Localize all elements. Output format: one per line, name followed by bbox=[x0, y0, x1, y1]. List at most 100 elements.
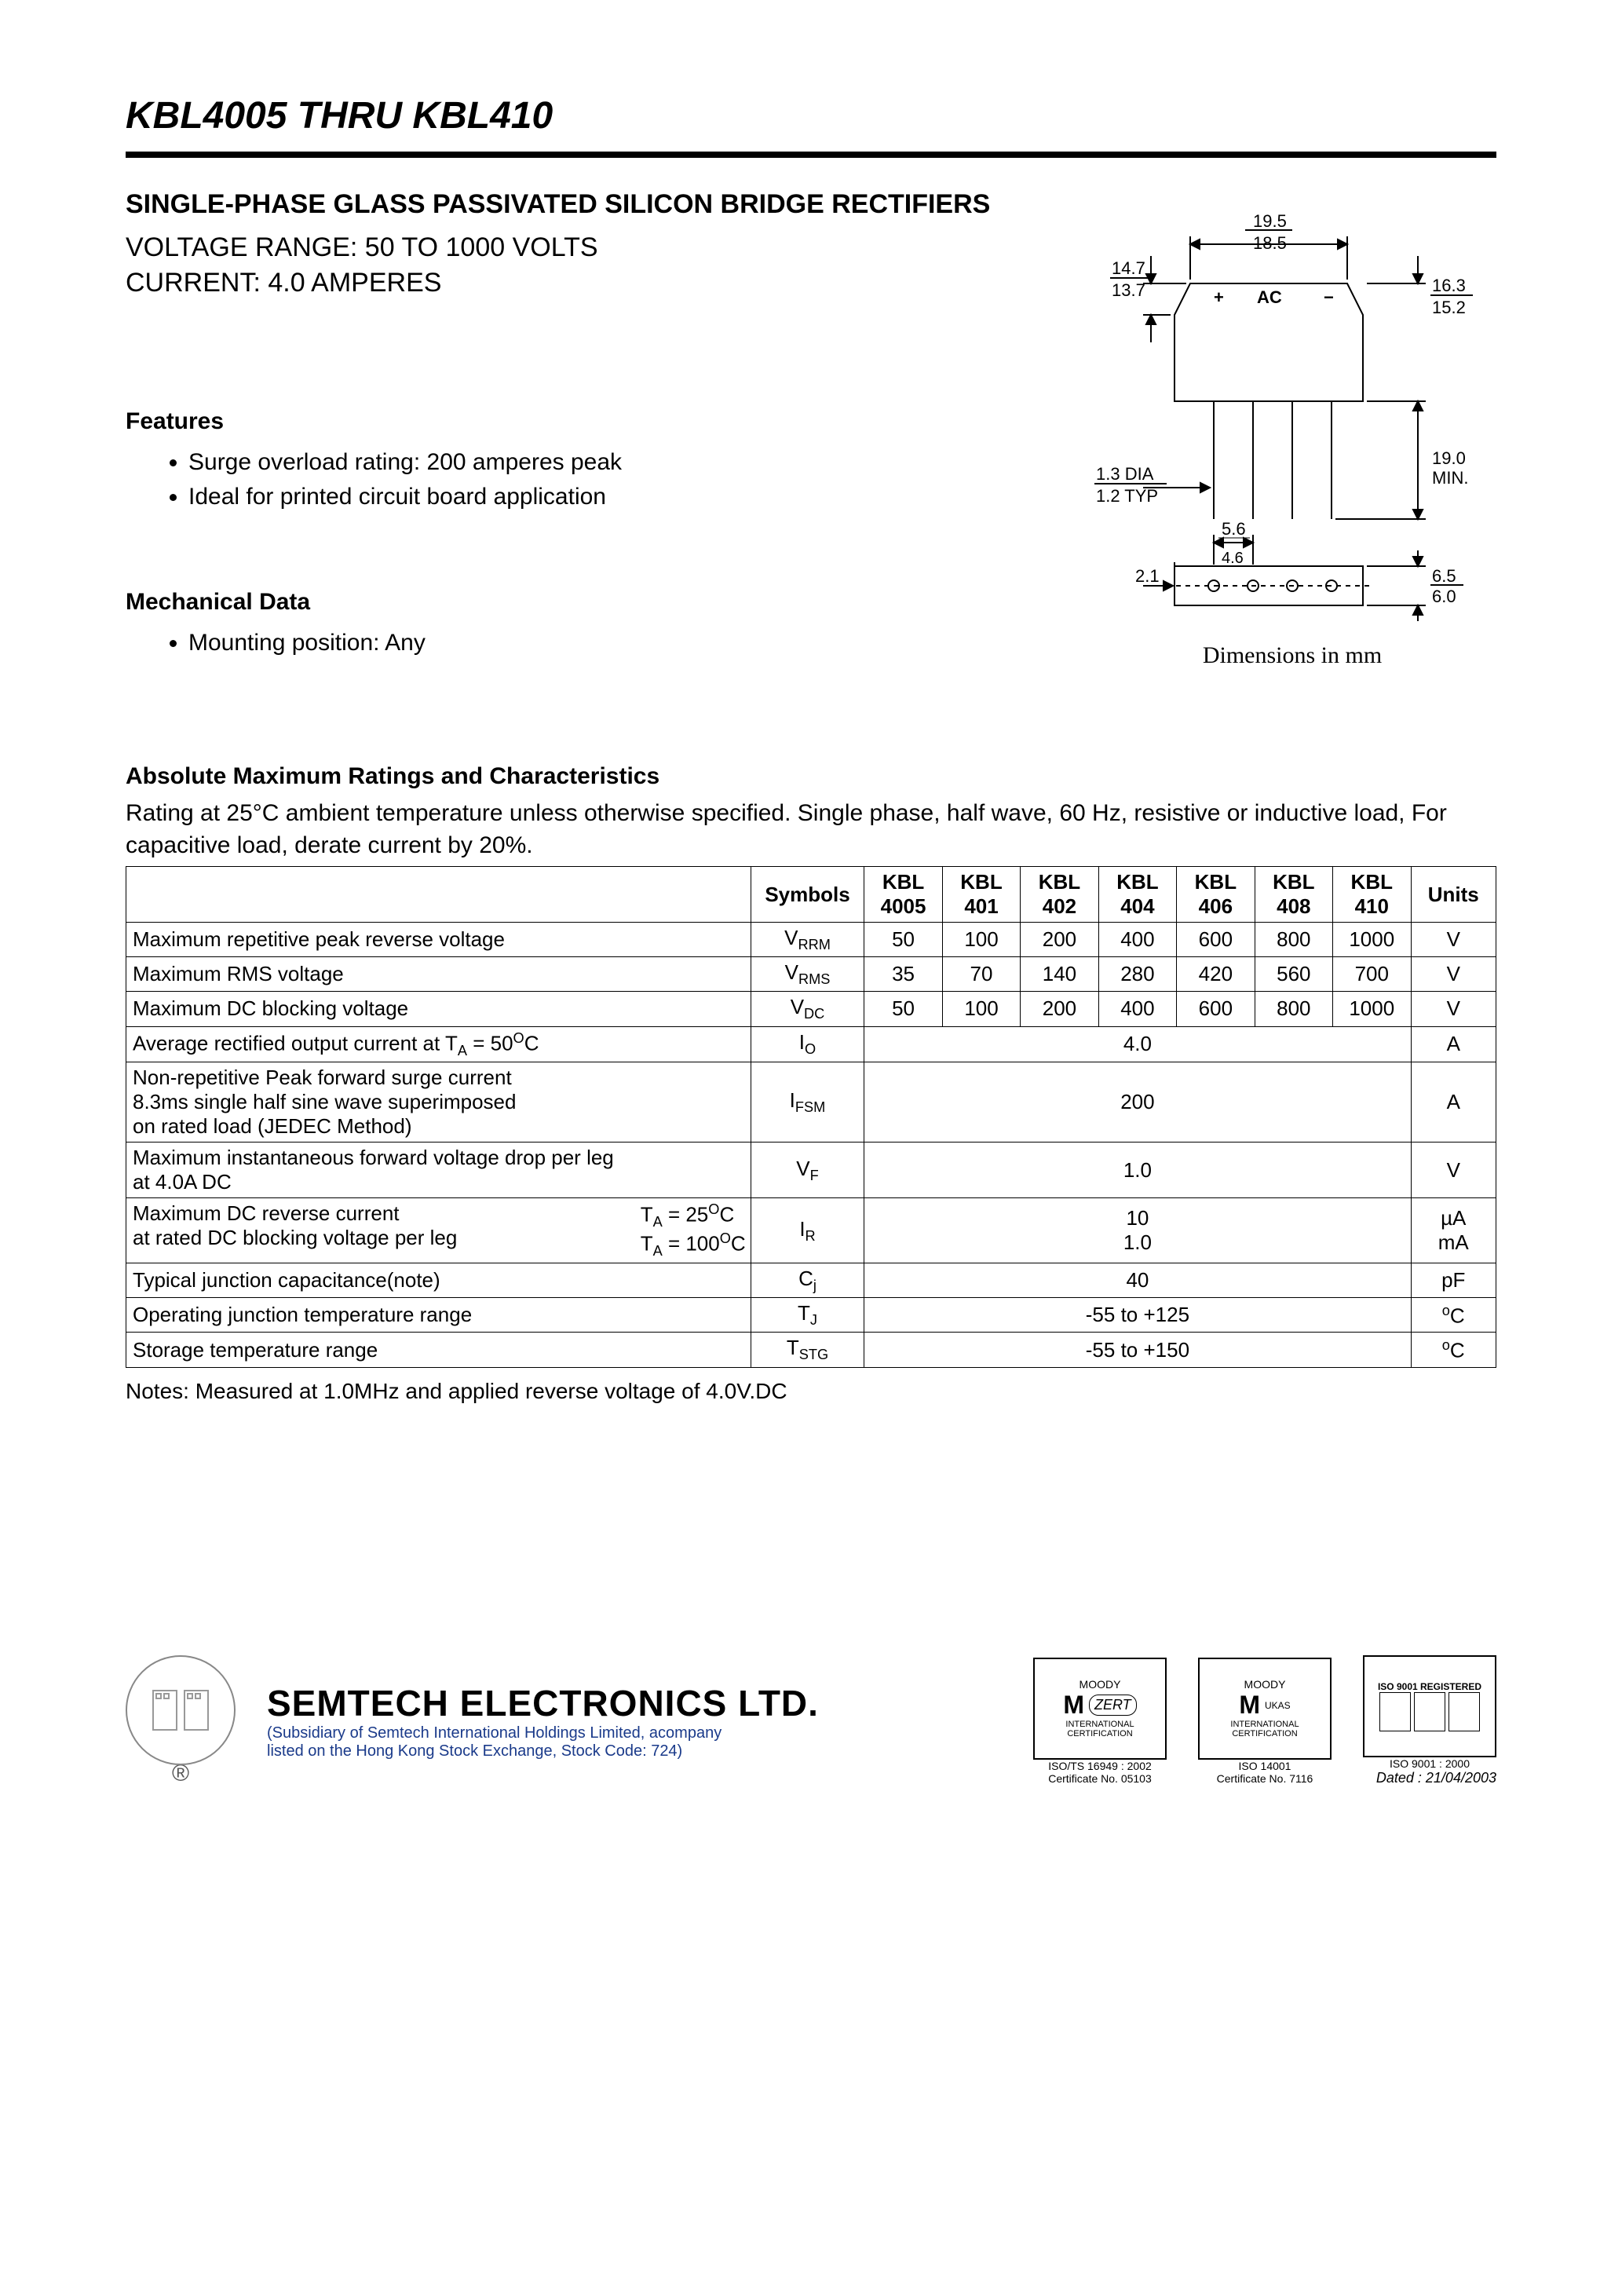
param-cell: Average rectified output current at TA =… bbox=[126, 1026, 751, 1062]
package-diagram: + AC − 19.5 18.5 bbox=[1088, 189, 1496, 629]
symbol-cell: TJ bbox=[751, 1298, 864, 1333]
table-row: Maximum repetitive peak reverse voltageV… bbox=[126, 923, 1496, 957]
symbol-cell: VRRM bbox=[751, 923, 864, 957]
cert-line: Certificate No. 7116 bbox=[1198, 1772, 1332, 1785]
footer: ® SEMTECH ELECTRONICS LTD. (Subsidiary o… bbox=[126, 1655, 1496, 1787]
top-section: SINGLE-PHASE GLASS PASSIVATED SILICON BR… bbox=[126, 189, 1496, 669]
dim-h-top: 14.7 bbox=[1112, 258, 1145, 278]
th-units: Units bbox=[1411, 867, 1496, 923]
symbol-cell: VRMS bbox=[751, 957, 864, 992]
dim-edge: 2.1 bbox=[1135, 566, 1160, 586]
param-cell: Maximum RMS voltage bbox=[126, 957, 751, 992]
dim-width-bot: 18.5 bbox=[1253, 233, 1287, 253]
cert-line: ISO 9001 : 2000 bbox=[1363, 1757, 1496, 1770]
value-cell-span: 1.0 bbox=[864, 1143, 1411, 1198]
value-cell: 560 bbox=[1255, 957, 1332, 992]
value-cell: 400 bbox=[1098, 923, 1176, 957]
param-cell: Maximum repetitive peak reverse voltage bbox=[126, 923, 751, 957]
table-row: Maximum RMS voltageVRMS35701402804205607… bbox=[126, 957, 1496, 992]
cert-line: ISO/TS 16949 : 2002 bbox=[1033, 1760, 1167, 1772]
dim-pitch-top: 5.6 bbox=[1222, 519, 1246, 539]
symbol-cell: VF bbox=[751, 1143, 864, 1198]
param-cell: Maximum DC blocking voltage bbox=[126, 992, 751, 1026]
value-cell-span: 40 bbox=[864, 1263, 1411, 1298]
units-cell: V bbox=[1411, 1143, 1496, 1198]
company-sub1: (Subsidiary of Semtech International Hol… bbox=[267, 1724, 1002, 1742]
table-note: Notes: Measured at 1.0MHz and applied re… bbox=[126, 1379, 1496, 1404]
dim-h-bot: 13.7 bbox=[1112, 280, 1145, 300]
value-cell: 800 bbox=[1255, 992, 1332, 1026]
company-name: SEMTECH ELECTRONICS LTD. bbox=[267, 1682, 1002, 1724]
current-rating: CURRENT: 4.0 AMPERES bbox=[126, 268, 1057, 298]
dim-lead-min: MIN. bbox=[1432, 468, 1468, 488]
units-cell: A bbox=[1411, 1026, 1496, 1062]
symbol-cell: IO bbox=[751, 1026, 864, 1062]
th-model: KBL404 bbox=[1098, 867, 1176, 923]
value-cell-span: 200 bbox=[864, 1062, 1411, 1143]
value-cell-span: -55 to +150 bbox=[864, 1333, 1411, 1367]
table-row: Non-repetitive Peak forward surge curren… bbox=[126, 1062, 1496, 1143]
package-figure: + AC − 19.5 18.5 bbox=[1088, 189, 1496, 669]
dim-dia-top: 1.3 DIA bbox=[1096, 464, 1154, 484]
value-cell: 280 bbox=[1098, 957, 1176, 992]
dim-width-top: 19.5 bbox=[1253, 211, 1287, 231]
cert-dated: Dated : 21/04/2003 bbox=[1363, 1770, 1496, 1786]
th-model: KBL4005 bbox=[864, 867, 942, 923]
value-cell: 140 bbox=[1021, 957, 1098, 992]
logo-block: ® bbox=[126, 1655, 236, 1787]
figure-caption: Dimensions in mm bbox=[1088, 642, 1496, 669]
features-list: Surge overload rating: 200 amperes peak … bbox=[188, 449, 1057, 510]
param-cell: Typical junction capacitance(note) bbox=[126, 1263, 751, 1298]
param-cell: Maximum DC reverse currentat rated DC bl… bbox=[126, 1198, 751, 1263]
symbol-cell: Cj bbox=[751, 1263, 864, 1298]
cert-line: ISO 14001 bbox=[1198, 1760, 1332, 1772]
units-cell: A bbox=[1411, 1062, 1496, 1143]
ac-label: AC bbox=[1257, 287, 1282, 307]
value-cell: 1000 bbox=[1333, 992, 1411, 1026]
dim-ph-top: 6.5 bbox=[1432, 566, 1456, 586]
symbol-cell: IFSM bbox=[751, 1062, 864, 1143]
param-cell: Non-repetitive Peak forward surge curren… bbox=[126, 1062, 751, 1143]
cert-badge: MOODY M ZERT INTERNATIONAL CERTIFICATION bbox=[1033, 1658, 1167, 1760]
title-rule bbox=[126, 152, 1496, 158]
cert-badge: ISO 9001 REGISTERED bbox=[1363, 1655, 1496, 1757]
value-cell: 600 bbox=[1177, 992, 1255, 1026]
units-cell: oC bbox=[1411, 1298, 1496, 1333]
minus-label: − bbox=[1324, 287, 1334, 307]
cert-line: Certificate No. 05103 bbox=[1033, 1772, 1167, 1785]
dim-lead-len: 19.0 bbox=[1432, 448, 1466, 468]
value-cell: 400 bbox=[1098, 992, 1176, 1026]
table-body: Maximum repetitive peak reverse voltageV… bbox=[126, 923, 1496, 1368]
value-cell: 200 bbox=[1021, 992, 1098, 1026]
th-blank bbox=[126, 867, 751, 923]
list-item: Surge overload rating: 200 amperes peak bbox=[188, 449, 1057, 476]
units-cell: oC bbox=[1411, 1333, 1496, 1367]
cert-block-1: MOODY M ZERT INTERNATIONAL CERTIFICATION… bbox=[1033, 1658, 1167, 1785]
table-row: Average rectified output current at TA =… bbox=[126, 1026, 1496, 1062]
value-cell: 35 bbox=[864, 957, 942, 992]
dim-pitch-bot: 4.6 bbox=[1222, 550, 1244, 567]
ratings-note: Rating at 25°C ambient temperature unles… bbox=[126, 798, 1496, 861]
units-cell: V bbox=[1411, 992, 1496, 1026]
table-head: Symbols KBL4005 KBL401 KBL402 KBL404 KBL… bbox=[126, 867, 1496, 923]
left-column: SINGLE-PHASE GLASS PASSIVATED SILICON BR… bbox=[126, 189, 1057, 669]
voltage-range: VOLTAGE RANGE: 50 TO 1000 VOLTS bbox=[126, 232, 1057, 263]
param-cell: Maximum instantaneous forward voltage dr… bbox=[126, 1143, 751, 1198]
page-title: KBL4005 THRU KBL410 bbox=[126, 94, 1496, 137]
value-cell-span: 101.0 bbox=[864, 1198, 1411, 1263]
th-model: KBL401 bbox=[942, 867, 1020, 923]
company-block: SEMTECH ELECTRONICS LTD. (Subsidiary of … bbox=[267, 1682, 1002, 1760]
table-row: Maximum DC blocking voltageVDC5010020040… bbox=[126, 992, 1496, 1026]
list-item: Mounting position: Any bbox=[188, 630, 1057, 656]
value-cell: 600 bbox=[1177, 923, 1255, 957]
value-cell: 700 bbox=[1333, 957, 1411, 992]
table-row: Storage temperature rangeTSTG-55 to +150… bbox=[126, 1333, 1496, 1367]
list-item: Ideal for printed circuit board applicat… bbox=[188, 484, 1057, 510]
param-cell: Operating junction temperature range bbox=[126, 1298, 751, 1333]
value-cell: 50 bbox=[864, 923, 942, 957]
mech-list: Mounting position: Any bbox=[188, 630, 1057, 656]
cert-badge: MOODY M UKAS INTERNATIONAL CERTIFICATION bbox=[1198, 1658, 1332, 1760]
value-cell: 100 bbox=[942, 923, 1020, 957]
features-heading: Features bbox=[126, 408, 1057, 435]
symbol-cell: IR bbox=[751, 1198, 864, 1263]
